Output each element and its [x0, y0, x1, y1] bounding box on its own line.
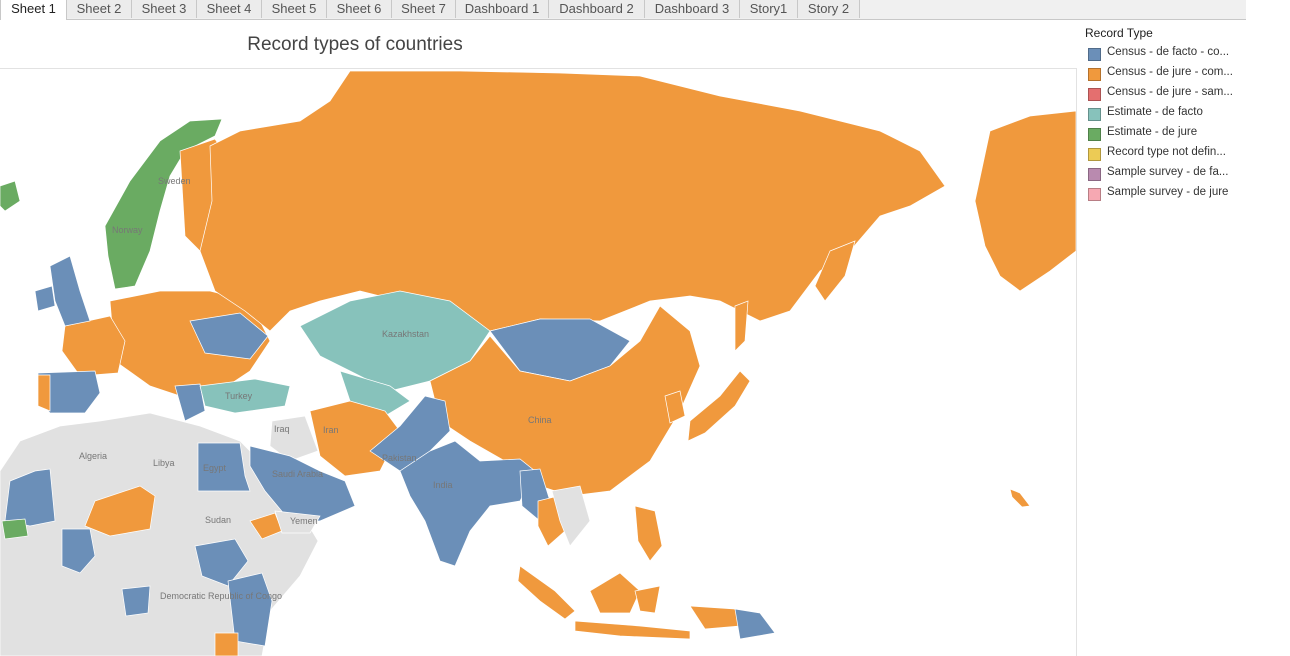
country-ukraine[interactable]: [189, 312, 269, 360]
country-central-asia-south[interactable]: [339, 370, 411, 417]
country-norway-region[interactable]: [104, 118, 223, 290]
country-angola-area[interactable]: [121, 585, 151, 617]
country-east-africa[interactable]: [227, 572, 273, 647]
legend-swatch: [1088, 108, 1101, 121]
label-turkey: Turkey: [225, 391, 253, 401]
country-indonesia-sumatra[interactable]: [517, 565, 576, 620]
tab-sheet-6[interactable]: Sheet 6: [327, 0, 392, 18]
tab-sheet-5[interactable]: Sheet 5: [262, 0, 327, 18]
country-central-africa[interactable]: [194, 538, 249, 587]
legend-label: Record type not defin...: [1107, 146, 1226, 158]
color-legend: Record Type Census - de facto - co... Ce…: [1085, 26, 1285, 206]
legend-item[interactable]: Census - de jure - com...: [1085, 66, 1285, 86]
label-iran: Iran: [323, 425, 339, 435]
legend-label: Estimate - de jure: [1107, 126, 1198, 138]
label-pakistan: Pakistan: [382, 453, 417, 463]
legend-item[interactable]: Sample survey - de jure: [1085, 186, 1285, 206]
tab-sheet-2[interactable]: Sheet 2: [67, 0, 132, 18]
country-iraq[interactable]: [269, 415, 319, 462]
country-greenland-edge[interactable]: [0, 180, 21, 212]
tab-sheet-1[interactable]: Sheet 1: [0, 0, 67, 20]
map-labels: Kazakhstan China Iran Iraq Turkey Saudi …: [79, 176, 552, 601]
label-china: China: [528, 415, 552, 425]
legend-swatch: [1088, 68, 1101, 81]
country-alaska[interactable]: [974, 110, 1076, 292]
country-ireland[interactable]: [34, 285, 56, 312]
tab-dashboard-2[interactable]: Dashboard 2: [549, 0, 645, 18]
legend-swatch: [1088, 48, 1101, 61]
legend-item[interactable]: Sample survey - de fa...: [1085, 166, 1285, 186]
tab-story-2[interactable]: Story 2: [798, 0, 860, 18]
label-egypt: Egypt: [203, 463, 227, 473]
legend-item[interactable]: Record type not defin...: [1085, 146, 1285, 166]
label-libya: Libya: [153, 458, 175, 468]
label-norway: Norway: [112, 225, 143, 235]
tab-dashboard-1[interactable]: Dashboard 1: [456, 0, 549, 18]
country-niger[interactable]: [84, 485, 156, 537]
legend-item[interactable]: Estimate - de facto: [1085, 106, 1285, 126]
country-laos-vietnam[interactable]: [551, 485, 591, 547]
label-algeria: Algeria: [79, 451, 107, 461]
country-papua-new-guinea[interactable]: [734, 608, 776, 640]
sheet-tab-bar: Sheet 1 Sheet 2 Sheet 3 Sheet 4 Sheet 5 …: [0, 0, 1246, 20]
legend-label: Sample survey - de jure: [1107, 186, 1229, 198]
legend-label: Census - de facto - co...: [1107, 46, 1230, 58]
country-france[interactable]: [61, 315, 126, 377]
country-korea[interactable]: [664, 390, 686, 424]
country-sulawesi[interactable]: [634, 585, 661, 614]
label-sudan: Sudan: [205, 515, 231, 525]
legend-label: Estimate - de facto: [1107, 106, 1203, 118]
legend-label: Census - de jure - sam...: [1107, 86, 1233, 98]
label-dr-congo: Democratic Republic of Congo: [160, 591, 282, 601]
legend-swatch: [1088, 88, 1101, 101]
country-nigeria-area[interactable]: [61, 528, 96, 574]
legend-item[interactable]: Census - de jure - sam...: [1085, 86, 1285, 106]
label-india: India: [433, 480, 453, 490]
legend-swatch: [1088, 148, 1101, 161]
country-saudi-arabia[interactable]: [249, 445, 356, 522]
country-turkey[interactable]: [199, 378, 291, 414]
legend-swatch: [1088, 168, 1101, 181]
country-indonesia-java[interactable]: [574, 620, 691, 640]
legend-swatch: [1088, 188, 1101, 201]
legend-item[interactable]: Estimate - de jure: [1085, 126, 1285, 146]
country-sakhalin[interactable]: [734, 300, 749, 352]
country-southern-africa[interactable]: [214, 632, 239, 656]
country-portugal[interactable]: [37, 374, 51, 412]
country-japan[interactable]: [687, 370, 751, 442]
country-uk[interactable]: [49, 255, 91, 327]
legend-swatch: [1088, 128, 1101, 141]
country-india[interactable]: [399, 440, 536, 567]
country-egypt[interactable]: [197, 442, 251, 492]
country-senegal[interactable]: [1, 518, 29, 540]
label-kazakhstan: Kazakhstan: [382, 329, 429, 339]
tab-sheet-3[interactable]: Sheet 3: [132, 0, 197, 18]
country-kamchatka[interactable]: [814, 240, 856, 302]
country-russia[interactable]: [199, 70, 946, 332]
country-philippines[interactable]: [634, 505, 663, 562]
country-borneo[interactable]: [589, 572, 641, 614]
map-view[interactable]: Kazakhstan China Iran Iraq Turkey Saudi …: [0, 68, 1077, 656]
country-balkans-greece[interactable]: [174, 383, 206, 422]
label-yemen: Yemen: [290, 516, 318, 526]
label-saudi-arabia: Saudi Arabia: [272, 469, 323, 479]
legend-title: Record Type: [1085, 26, 1153, 40]
tab-sheet-4[interactable]: Sheet 4: [197, 0, 262, 18]
sheet-title: Record types of countries: [247, 34, 463, 55]
world-map[interactable]: Kazakhstan China Iran Iraq Turkey Saudi …: [0, 69, 1076, 656]
tab-dashboard-3[interactable]: Dashboard 3: [645, 0, 740, 18]
country-yemen[interactable]: [274, 510, 321, 534]
label-sweden: Sweden: [158, 176, 191, 186]
country-pacific-islands[interactable]: [1009, 488, 1031, 508]
legend-label: Sample survey - de fa...: [1107, 166, 1229, 178]
legend-label: Census - de jure - com...: [1107, 66, 1233, 78]
tab-story1[interactable]: Story1: [740, 0, 798, 18]
label-iraq: Iraq: [274, 424, 290, 434]
tab-sheet-7[interactable]: Sheet 7: [392, 0, 456, 18]
legend-item[interactable]: Census - de facto - co...: [1085, 46, 1285, 66]
